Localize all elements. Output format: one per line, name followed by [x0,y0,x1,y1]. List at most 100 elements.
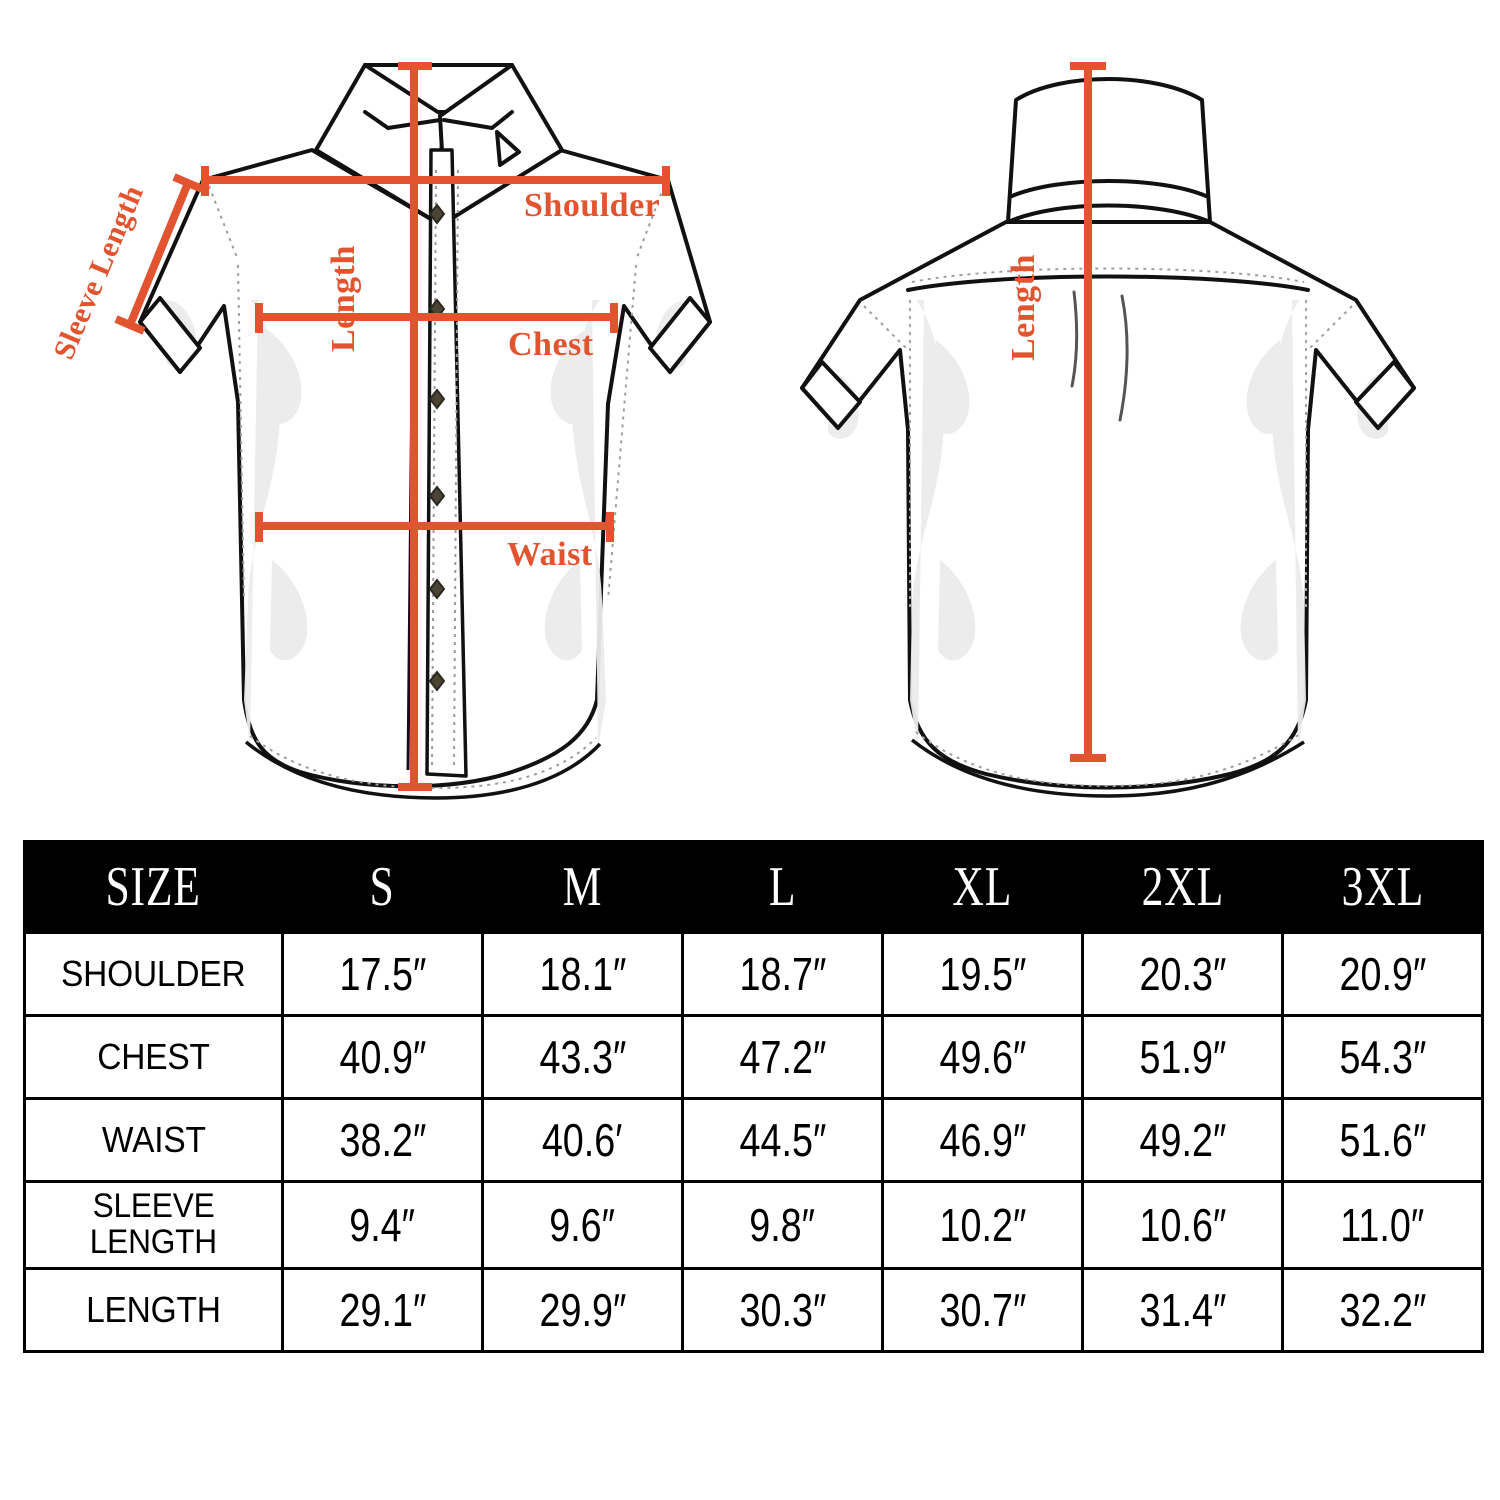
cell-length-s: 29.1″ [281,1267,484,1353]
back-center-pleats [1070,290,1129,422]
row-label-chest-text: CHEST [97,1036,210,1078]
cell-waist-s: 38.2″ [281,1097,484,1183]
front-shirt-shading [166,300,686,748]
cell-length-2xl-text: 31.4″ [1139,1284,1226,1336]
shoulder-measure-label: Shoulder [524,187,661,224]
table-row-sleeve-length: SLEEVE LENGTH 9.4″ 9.6″ 9.8″ 10.2″ 10.6″… [23,1180,1484,1270]
cell-waist-3xl-text: 51.6″ [1339,1114,1426,1166]
front-sleeve-cuffs [138,296,712,374]
cell-shoulder-2xl-text: 20.3″ [1139,948,1226,1000]
header-label-size: SIZE [105,856,202,918]
cell-length-3xl-text: 32.2″ [1339,1284,1426,1336]
cell-waist-l-text: 44.5″ [739,1114,826,1166]
header-label-2xl: 2XL [1141,856,1224,918]
back-shirt-illustration [800,62,1416,798]
cell-sleeve-s-text: 9.4″ [349,1199,416,1251]
cell-chest-m: 43.3″ [481,1014,684,1100]
cell-chest-s-text: 40.9″ [339,1031,426,1083]
cell-waist-xl: 46.9″ [881,1097,1084,1183]
front-shirt-body [138,148,712,789]
cell-shoulder-l-text: 18.7″ [739,948,826,1000]
cell-waist-m-text: 40.6′ [542,1114,623,1166]
cell-sleeve-m-text: 9.6″ [549,1199,616,1251]
header-label-s: S [369,856,396,918]
cell-waist-l: 44.5″ [681,1097,884,1183]
table-row-waist: WAIST 38.2″ 40.6′ 44.5″ 46.9″ 49.2″ 51.6… [23,1097,1484,1183]
cell-sleeve-3xl-text: 11.0″ [1340,1199,1425,1251]
row-label-waist: WAIST [23,1097,284,1183]
cell-shoulder-3xl: 20.9″ [1281,931,1484,1017]
header-label-3xl: 3XL [1341,856,1424,918]
back-shirt-yoke [906,274,1310,292]
front-length-measure-label: Length [325,245,362,352]
cell-length-m: 29.9″ [481,1267,684,1353]
back-shirt-body [800,220,1416,790]
cell-sleeve-xl: 10.2″ [881,1180,1084,1270]
cell-length-2xl: 31.4″ [1081,1267,1284,1353]
back-length-measure-label: Length [1005,254,1042,361]
header-label-m: M [562,856,603,918]
cell-sleeve-2xl-text: 10.6″ [1139,1199,1226,1251]
row-label-shoulder-text: SHOULDER [61,953,246,995]
row-label-waist-text: WAIST [101,1119,206,1161]
front-shirt-illustration [114,62,712,800]
cell-shoulder-2xl: 20.3″ [1081,931,1284,1017]
chest-measure-label: Chest [508,326,594,363]
front-shirt-hem [244,740,602,800]
sleeve-length-cap-top [172,173,204,193]
row-label-length: LENGTH [23,1267,284,1353]
cell-shoulder-xl-text: 19.5″ [939,948,1026,1000]
cell-length-s-text: 29.1″ [339,1284,426,1336]
cell-waist-2xl-text: 49.2″ [1139,1114,1226,1166]
row-label-chest: CHEST [23,1014,284,1100]
cell-length-l: 30.3″ [681,1267,884,1353]
cell-chest-3xl-text: 54.3″ [1339,1031,1426,1083]
cell-chest-l: 47.2″ [681,1014,884,1100]
cell-length-l-text: 30.3″ [739,1284,826,1336]
cell-sleeve-l-text: 9.8″ [749,1199,816,1251]
back-sleeve-cuffs [800,360,1416,430]
cell-chest-l-text: 47.2″ [739,1031,826,1083]
placket-stitching [431,169,459,767]
row-label-length-text: LENGTH [86,1289,221,1331]
waist-measure-label: Waist [507,536,593,573]
front-shirt-buttons [428,203,446,692]
cell-chest-2xl-text: 51.9″ [1139,1031,1226,1083]
header-cell-l: L [681,840,884,934]
cell-waist-s-text: 38.2″ [339,1114,426,1166]
back-hem-stitching [915,731,1301,788]
cell-length-m-text: 29.9″ [539,1284,626,1336]
cell-sleeve-3xl: 11.0″ [1281,1180,1484,1270]
back-shirt-hem [910,738,1305,798]
row-label-sleeve-length: SLEEVE LENGTH [23,1180,284,1270]
cell-sleeve-s: 9.4″ [281,1180,484,1270]
header-cell-3xl: 3XL [1281,840,1484,934]
cell-shoulder-3xl-text: 20.9″ [1339,948,1426,1000]
row-label-shoulder: SHOULDER [23,931,284,1017]
row-label-sleeve-line2: LENGTH [89,1223,218,1261]
cell-waist-3xl: 51.6″ [1281,1097,1484,1183]
cell-length-xl: 30.7″ [881,1267,1084,1353]
size-table-container: SIZE S M L XL 2XL 3XL SHOULDER 17.5″ 18.… [23,840,1484,1353]
cell-sleeve-xl-text: 10.2″ [939,1199,1026,1251]
cell-waist-xl-text: 46.9″ [939,1114,1026,1166]
table-header-row: SIZE S M L XL 2XL 3XL [23,840,1484,934]
table-row-shoulder: SHOULDER 17.5″ 18.1″ 18.7″ 19.5″ 20.3″ 2… [23,931,1484,1017]
cell-shoulder-l: 18.7″ [681,931,884,1017]
cell-chest-s: 40.9″ [281,1014,484,1100]
cell-length-xl-text: 30.7″ [939,1284,1026,1336]
header-label-l: L [768,856,797,918]
cell-sleeve-l: 9.8″ [681,1180,884,1270]
cell-sleeve-2xl: 10.6″ [1081,1180,1284,1270]
cell-waist-2xl: 49.2″ [1081,1097,1284,1183]
back-side-seams [863,300,1353,610]
cell-waist-m: 40.6′ [481,1097,684,1183]
cell-shoulder-s-text: 17.5″ [339,948,426,1000]
front-measurement-lines [114,62,670,791]
header-cell-size: SIZE [23,840,284,934]
cell-length-3xl: 32.2″ [1281,1267,1484,1353]
header-cell-m: M [481,840,684,934]
table-row-length: LENGTH 29.1″ 29.9″ 30.3″ 30.7″ 31.4″ 32.… [23,1267,1484,1353]
cell-chest-xl: 49.6″ [881,1014,1084,1100]
